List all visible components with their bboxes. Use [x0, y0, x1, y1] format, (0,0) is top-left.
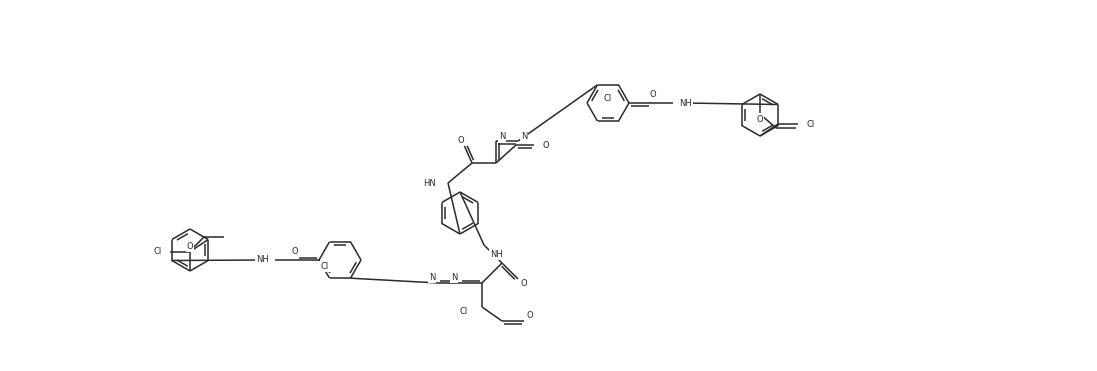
Text: O: O — [292, 246, 298, 256]
Text: O: O — [186, 242, 193, 250]
Text: O: O — [521, 279, 528, 288]
Text: O: O — [527, 312, 533, 321]
Text: N: N — [451, 273, 457, 282]
Text: O: O — [457, 135, 464, 144]
Text: Cl: Cl — [460, 308, 468, 316]
Text: NH: NH — [257, 256, 269, 265]
Text: O: O — [542, 141, 548, 150]
Text: HN: HN — [423, 178, 436, 187]
Text: N: N — [429, 273, 436, 282]
Text: Cl: Cl — [603, 94, 612, 103]
Text: Cl: Cl — [320, 262, 329, 271]
Text: O: O — [757, 115, 764, 124]
Text: Cl: Cl — [154, 247, 162, 256]
Text: N: N — [521, 131, 528, 141]
Text: N: N — [499, 131, 506, 141]
Text: NH: NH — [679, 98, 692, 108]
Text: O: O — [649, 89, 656, 98]
Text: Cl: Cl — [806, 119, 814, 128]
Text: NH: NH — [490, 250, 502, 259]
